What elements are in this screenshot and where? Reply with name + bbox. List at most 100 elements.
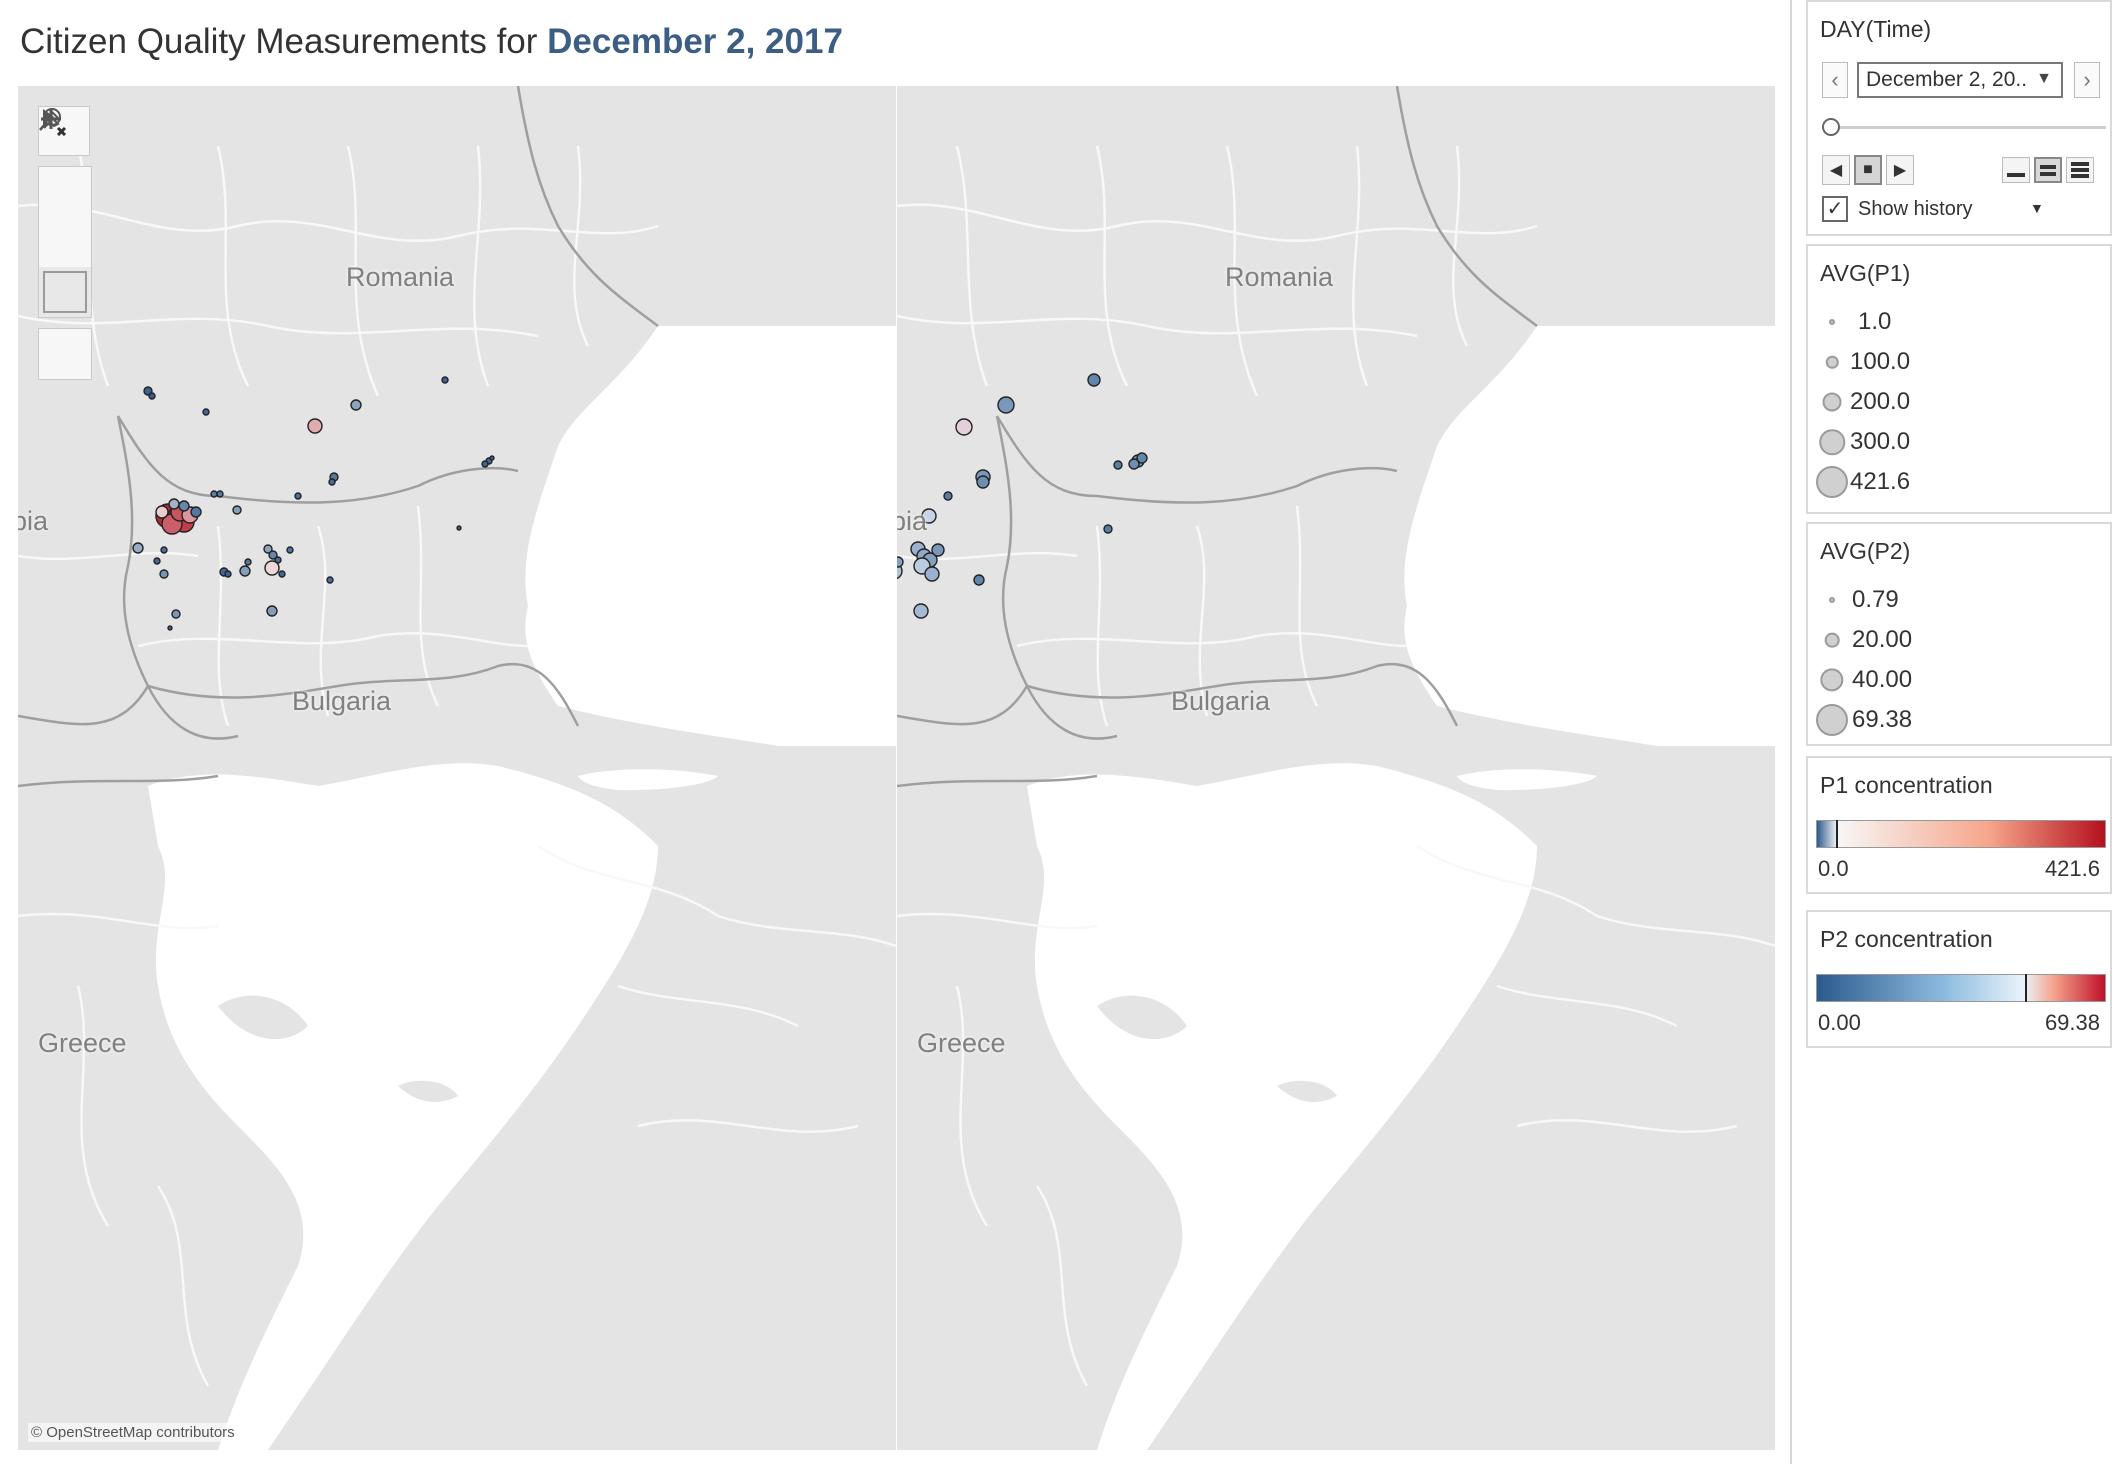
- p1-point[interactable]: [190, 506, 202, 518]
- chevron-right-icon: ›: [2083, 67, 2091, 92]
- p1map-region-border-17: [156, 1185, 210, 1387]
- p1-point[interactable]: [481, 460, 489, 468]
- p1-point[interactable]: [268, 550, 278, 560]
- p1-legend-row: 200.0: [1808, 382, 2110, 422]
- p2-point[interactable]: [931, 543, 945, 557]
- p2-point[interactable]: [976, 475, 990, 489]
- p1-point[interactable]: [274, 556, 282, 564]
- stop-button[interactable]: ■: [1854, 155, 1882, 185]
- map-p1[interactable]: Romania Bulgaria Greece bia © OpenStreet…: [18, 86, 896, 1450]
- p2map-country-border-2: [1026, 662, 1459, 727]
- p1-point[interactable]: [159, 569, 169, 579]
- p1-point[interactable]: [326, 576, 334, 584]
- p2map-country-border-ne: [1395, 86, 1538, 328]
- p2map-region-border-17: [1035, 1185, 1089, 1387]
- prev-day-button[interactable]: ‹: [1822, 62, 1848, 98]
- speed-slow-button[interactable]: [2002, 157, 2030, 183]
- p2map-region-border-0: [897, 203, 1538, 243]
- show-history-label[interactable]: Show history: [1858, 198, 1973, 220]
- p1-point[interactable]: [286, 546, 294, 554]
- p1-point[interactable]: [148, 392, 156, 400]
- day-select[interactable]: December 2, 20.. ▼: [1857, 62, 2063, 98]
- zoom-in-button[interactable]: [39, 109, 91, 217]
- p2-point[interactable]: [973, 574, 985, 586]
- speed-medium-button[interactable]: [2034, 157, 2062, 183]
- history-dropdown-icon[interactable]: ▼: [2030, 200, 2044, 216]
- p2-point[interactable]: [1136, 452, 1148, 464]
- expand-toolbar-button[interactable]: [39, 109, 91, 379]
- page-title: Citizen Quality Measurements for Decembe…: [20, 22, 843, 62]
- p1-point[interactable]: [263, 544, 273, 554]
- p2-point[interactable]: [921, 508, 937, 524]
- reset-pin-button[interactable]: [39, 111, 91, 317]
- p2map-region-border-2: [955, 145, 989, 387]
- map-p2[interactable]: Romania Bulgaria Greece bia: [897, 86, 1775, 1450]
- p2-size-label: 40.00: [1852, 666, 1913, 693]
- p1-point[interactable]: [307, 418, 323, 434]
- p1map-region-border-13: [537, 844, 896, 948]
- p1-point[interactable]: [202, 408, 210, 416]
- p1-point[interactable]: [224, 570, 232, 578]
- label-serbia: bia: [18, 506, 49, 536]
- p1-point[interactable]: [153, 557, 161, 565]
- day-slider-thumb[interactable]: [1822, 118, 1840, 136]
- p1-point[interactable]: [266, 605, 278, 617]
- p1-point[interactable]: [171, 609, 181, 619]
- p1-point[interactable]: [294, 492, 302, 500]
- p1-legend-row: 100.0: [1808, 342, 2110, 382]
- p2-point[interactable]: [1103, 524, 1113, 534]
- p2-size-symbol: [1829, 597, 1835, 603]
- p1-size-legend: AVG(P1) 1.0 100.0 200.0 300.0 421.6: [1806, 244, 2112, 514]
- p1-size-symbol: [1816, 466, 1848, 498]
- p2-point[interactable]: [1087, 373, 1101, 387]
- p1-point[interactable]: [155, 505, 169, 519]
- speed-fast-button[interactable]: [2066, 157, 2094, 183]
- speed-medium-icon: [2040, 165, 2056, 169]
- p1-ramp-min: 0.0: [1818, 856, 1849, 881]
- day-slider-track[interactable]: [1830, 126, 2106, 129]
- title-prefix: Citizen Quality Measurements for: [20, 22, 538, 61]
- p1-point[interactable]: [264, 560, 280, 576]
- p1-size-title: AVG(P1): [1820, 260, 1911, 286]
- p1-point[interactable]: [350, 399, 362, 411]
- speed-fast-icon-bar-2: [2071, 174, 2089, 178]
- p1-point[interactable]: [210, 490, 218, 498]
- zoom-out-button[interactable]: [39, 117, 91, 267]
- p2-point[interactable]: [897, 556, 904, 568]
- map-p1-canvas[interactable]: [18, 86, 896, 1450]
- p2-point[interactable]: [1128, 458, 1140, 470]
- p2map-region-border-14: [1496, 984, 1678, 1028]
- p1-point[interactable]: [232, 505, 242, 515]
- p2-point[interactable]: [943, 491, 953, 501]
- p2-point[interactable]: [1113, 460, 1123, 470]
- p1-point[interactable]: [160, 546, 168, 554]
- p2-point[interactable]: [924, 566, 940, 582]
- p1-point[interactable]: [167, 625, 173, 631]
- p1-point[interactable]: [216, 490, 224, 498]
- p1-point[interactable]: [441, 376, 449, 384]
- p1-ramp-max: 421.6: [2044, 856, 2100, 881]
- p2map-region-border-8: [1095, 525, 1109, 727]
- show-history-checkbox[interactable]: ✓: [1822, 196, 1848, 222]
- p2-size-symbol: [1824, 632, 1840, 648]
- p1-point[interactable]: [244, 558, 252, 566]
- map-p2-canvas[interactable]: [897, 86, 1775, 1450]
- pin-icon: [43, 111, 67, 136]
- p1-point[interactable]: [278, 570, 286, 578]
- p1-point[interactable]: [132, 542, 144, 554]
- play-backward-button[interactable]: ◀: [1822, 155, 1850, 185]
- p1-point[interactable]: [489, 455, 495, 461]
- p1-point[interactable]: [328, 478, 336, 486]
- play-forward-button[interactable]: ▶: [1886, 155, 1914, 185]
- p1map-region-border-6: [573, 145, 590, 347]
- p2-point[interactable]: [913, 603, 929, 619]
- p1-legend-row: 1.0: [1808, 302, 2110, 342]
- p1-point[interactable]: [239, 565, 251, 577]
- next-day-button[interactable]: ›: [2074, 62, 2100, 98]
- p2-point[interactable]: [997, 396, 1015, 414]
- p2-point[interactable]: [955, 418, 973, 436]
- p1-point[interactable]: [168, 498, 180, 510]
- p2-size-label: 0.79: [1852, 586, 1899, 613]
- p1-point[interactable]: [456, 525, 462, 531]
- p1-point[interactable]: [178, 500, 190, 512]
